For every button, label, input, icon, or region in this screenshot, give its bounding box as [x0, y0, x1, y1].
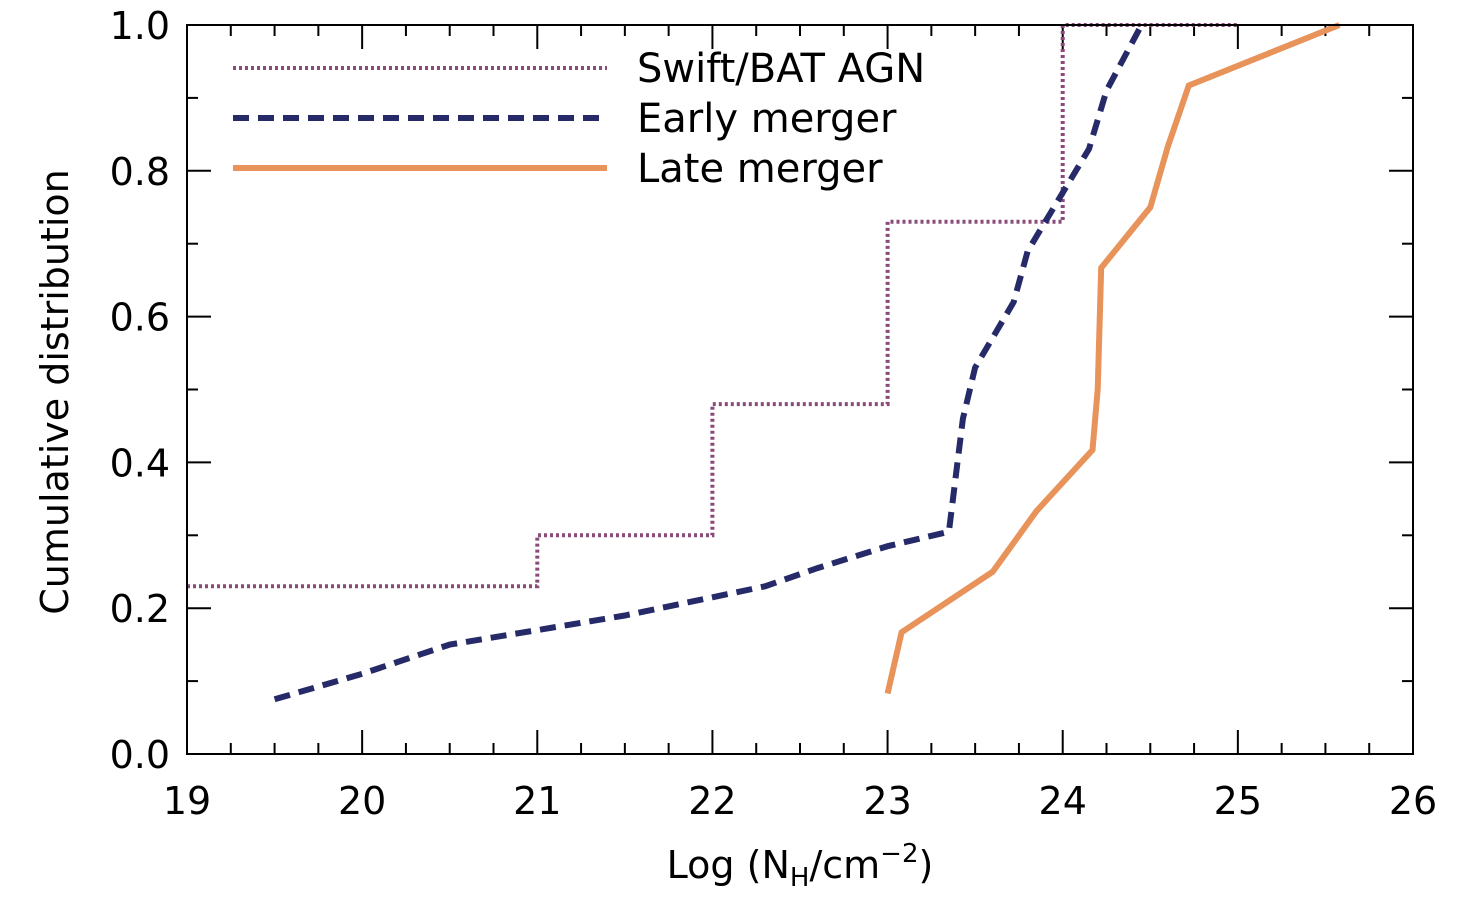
x-tick-label: 20 [338, 779, 386, 823]
x-tick-label: 21 [513, 779, 561, 823]
x-tick-label: 22 [688, 779, 736, 823]
x-tick-label: 19 [163, 779, 211, 823]
x-axis-title-end: ) [918, 843, 933, 887]
x-axis-title: Log (NH/cm−2) [667, 839, 934, 893]
y-tick-label: 0.8 [110, 150, 170, 194]
x-axis-title-sup: −2 [880, 839, 918, 869]
axis-ticks [186, 24, 1414, 755]
legend-label-2: Early merger [637, 96, 897, 142]
y-tick-label: 0.4 [110, 441, 170, 485]
x-tick-label: 26 [1389, 779, 1437, 823]
x-axis-title-main: Log (N [667, 843, 790, 887]
x-tick-label: 24 [1039, 779, 1087, 823]
x-axis-title-mid: /cm [809, 843, 880, 887]
x-axis-title-sub: H [790, 863, 810, 893]
y-axis-title: Cumulative distribution [33, 169, 77, 615]
x-tick-label: 23 [863, 779, 911, 823]
x-tick-labels: 19 20 21 22 23 24 25 26 [163, 779, 1437, 823]
legend-label-1: Swift/BAT AGN [637, 46, 925, 92]
y-tick-label: 1.0 [110, 4, 170, 48]
x-tick-label: 25 [1214, 779, 1262, 823]
series-line-1 [187, 23, 1238, 589]
series-line-3 [884, 22, 1341, 695]
plot-frame [186, 24, 1414, 755]
y-tick-label: 0.0 [110, 733, 170, 777]
y-tick-label: 0.6 [110, 296, 170, 340]
y-tick-label: 0.2 [110, 587, 170, 631]
series-layer [187, 22, 1341, 703]
legend-label-3: Late merger [637, 146, 883, 192]
y-tick-labels: 0.0 0.2 0.4 0.6 0.8 1.0 [110, 4, 170, 777]
series-line-2 [273, 23, 1145, 703]
